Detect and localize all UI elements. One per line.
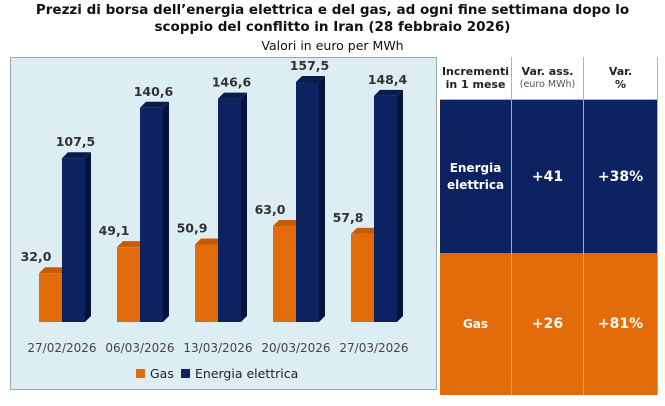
title-line-2: scoppio del conflitto in Iran (28 febbra… <box>154 19 511 35</box>
legend-label: Gas <box>150 366 174 381</box>
increments-table: Incrementi in 1 mese Var. ass. (euro MWh) … <box>440 57 658 395</box>
gas-data-label: 63,0 <box>255 202 286 217</box>
gas-bar <box>39 273 62 322</box>
title-line-1: Prezzi di borsa dell’energia elettrica e… <box>35 2 630 18</box>
energia-bar-side <box>241 92 247 322</box>
gas-bar <box>195 244 218 322</box>
header-unit: (euro MWh) <box>519 79 576 90</box>
gas-data-label: 32,0 <box>21 249 52 264</box>
bar-chart: 32,0 107,5 27/02/2026 49,1 140,6 06/03/2026 50… <box>21 58 409 381</box>
row-label-gas: Gas <box>440 253 512 395</box>
gas-abs-value: +26 <box>512 253 584 395</box>
row-label-text: Energia <box>449 160 502 175</box>
gas-bar <box>273 226 296 322</box>
chart-subtitle: Valori in euro per MWh <box>261 38 404 53</box>
gas-bar <box>117 247 140 322</box>
header-abs-var: Var. ass. (euro MWh) <box>512 57 584 100</box>
legend-swatch-gas <box>136 369 145 378</box>
energia-bar <box>218 98 241 322</box>
header-text: Var. <box>608 65 633 78</box>
energia-bar-top <box>62 152 91 159</box>
header-pct-var: Var.% <box>584 57 658 100</box>
header-text: % <box>614 78 627 91</box>
x-tick-label: 13/03/2026 <box>183 341 252 355</box>
energia-data-label: 148,4 <box>368 72 408 87</box>
energia-data-label: 157,5 <box>290 58 330 73</box>
x-tick-label: 20/03/2026 <box>261 341 330 355</box>
gas-data-label: 57,8 <box>333 210 364 225</box>
header-increments: Incrementi in 1 mese <box>440 57 512 100</box>
energia-bar-top <box>218 92 247 99</box>
row-label-text: elettrica <box>446 177 505 192</box>
energia-bar-side <box>85 152 91 322</box>
energia-data-label: 107,5 <box>56 134 96 149</box>
gas-bar-top <box>195 238 224 245</box>
gas-bar <box>351 233 374 322</box>
energia-bar <box>374 95 397 322</box>
energia-abs-value: +41 <box>512 100 584 253</box>
header-text: Var. ass. <box>521 65 574 78</box>
gas-bar-top <box>117 241 146 248</box>
gas-bar-top <box>273 220 302 226</box>
legend-swatch-energia <box>181 369 190 378</box>
gas-pct-value: +81% <box>584 253 658 395</box>
energia-bar-top <box>296 76 325 82</box>
energia-bar <box>296 82 319 322</box>
energia-data-label: 146,6 <box>212 75 252 90</box>
energia-bar <box>62 158 85 322</box>
x-tick-label: 27/02/2026 <box>27 341 96 355</box>
x-tick-label: 27/03/2026 <box>339 341 408 355</box>
gas-bar-top <box>39 267 68 274</box>
legend-label: Energia elettrica <box>195 366 298 381</box>
energia-data-label: 140,6 <box>134 84 174 99</box>
energia-bar-top <box>374 89 403 96</box>
header-text: in 1 mese <box>445 78 506 91</box>
gas-data-label: 49,1 <box>99 223 130 238</box>
energia-pct-value: +38% <box>584 100 658 253</box>
energia-bar-side <box>163 101 169 322</box>
row-label-energia: Energia elettrica <box>440 100 512 253</box>
chart-panel: 32,0 107,5 27/02/2026 49,1 140,6 06/03/2026 50… <box>10 57 437 390</box>
chart-title: Prezzi di borsa dell’energia elettrica e… <box>0 2 665 36</box>
header-text: Incrementi <box>441 65 510 78</box>
gas-data-label: 50,9 <box>177 220 208 235</box>
energia-bar-side <box>319 76 325 322</box>
gas-bar-top <box>351 227 380 234</box>
energia-bar-side <box>397 89 403 322</box>
energia-bar <box>140 107 163 322</box>
x-tick-label: 06/03/2026 <box>105 341 174 355</box>
energia-bar-top <box>140 101 169 108</box>
